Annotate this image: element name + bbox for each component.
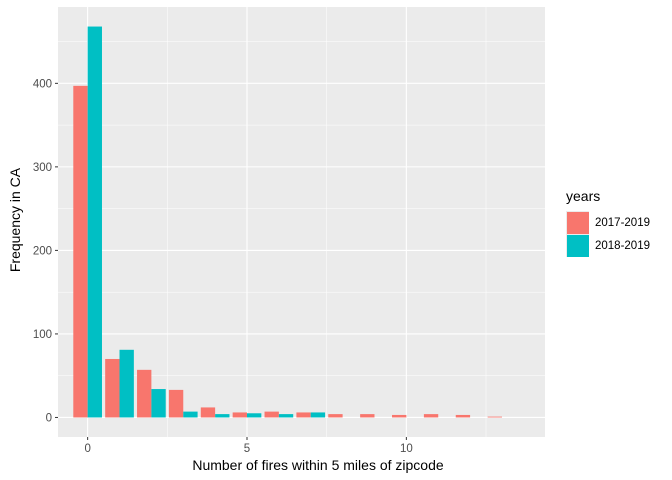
bar-2017-2019-x3 xyxy=(168,389,184,418)
y-tick-label: 400 xyxy=(33,78,52,90)
bar-2018-2019-x0 xyxy=(87,26,102,418)
bar-2017-2019-x2 xyxy=(137,369,152,418)
legend-swatch-2017-2019 xyxy=(566,211,589,234)
legend-label: 2017-2019 xyxy=(595,216,650,229)
bar-2017-2019-x9 xyxy=(360,414,375,418)
bar-2017-2019-x0 xyxy=(73,85,88,418)
y-tick-label: 100 xyxy=(33,329,52,341)
x-tick-label: 10 xyxy=(400,443,413,455)
bar-2017-2019-x6 xyxy=(264,411,279,418)
legend-item-2018-2019: 2018-2019 xyxy=(566,234,666,257)
bar-2017-2019-x5 xyxy=(232,412,247,418)
bar-2017-2019-x4 xyxy=(200,407,216,418)
bar-2018-2019-x3 xyxy=(183,411,198,418)
bars xyxy=(73,26,502,418)
bar-2018-2019-x5 xyxy=(246,413,262,418)
bar-2017-2019-x13 xyxy=(487,416,502,418)
y-tick-label: 200 xyxy=(33,245,52,257)
bar-2018-2019-x2 xyxy=(151,389,166,418)
x-axis-ticks: 0 5 10 xyxy=(84,437,413,455)
legend-item-2017-2019: 2017-2019 xyxy=(566,211,666,234)
y-axis-ticks: 0 100 200 300 400 xyxy=(33,78,58,424)
x-axis-label: Number of fires within 5 miles of zipcod… xyxy=(192,457,444,473)
legend-title: years xyxy=(566,188,601,204)
legend: years 2017-2019 2018-2019 xyxy=(566,188,666,257)
bar-2017-2019-x1 xyxy=(105,358,120,418)
bar-2018-2019-x1 xyxy=(119,349,134,418)
bar-2017-2019-x8 xyxy=(328,414,343,418)
bar-2018-2019-x4 xyxy=(215,414,230,418)
bar-2017-2019-x12 xyxy=(455,414,471,418)
y-axis-label: Frequency in CA xyxy=(7,167,23,272)
bar-2018-2019-x7 xyxy=(310,412,326,418)
legend-label: 2018-2019 xyxy=(595,239,650,252)
y-tick-label: 0 xyxy=(46,412,52,424)
bar-2017-2019-x7 xyxy=(296,412,311,418)
bar-2018-2019-x6 xyxy=(278,414,294,418)
legend-swatch-2018-2019 xyxy=(566,234,589,257)
y-tick-label: 300 xyxy=(33,162,52,174)
plot-panel xyxy=(58,7,545,437)
x-tick-label: 0 xyxy=(84,443,90,455)
bar-2017-2019-x11 xyxy=(423,414,439,418)
bar-2017-2019-x10 xyxy=(392,414,407,418)
x-tick-label: 5 xyxy=(244,443,250,455)
